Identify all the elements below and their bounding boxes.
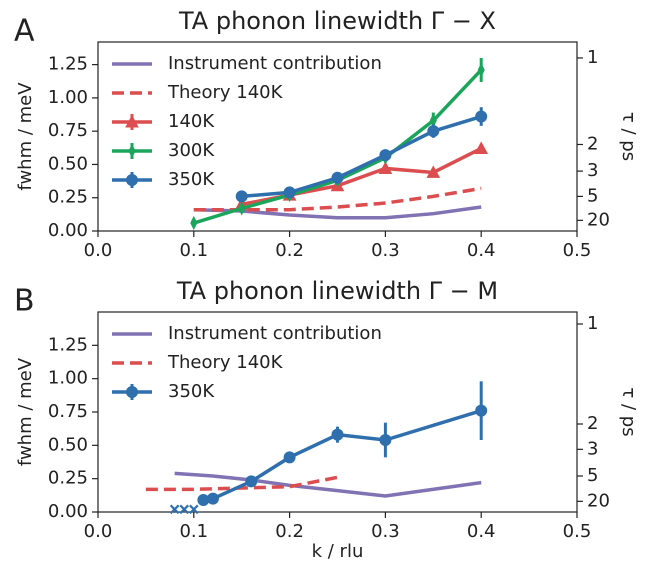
x-tick-label: 0.0 [84, 240, 113, 261]
x-tick-label: 0.0 [84, 521, 113, 542]
data-point [331, 428, 344, 441]
x-tick-label: 0.4 [467, 521, 496, 542]
legend-label: 350K [168, 381, 215, 402]
legend-swatch [128, 143, 136, 159]
legend-label: Instrument contribution [168, 53, 382, 74]
data-point [427, 125, 440, 138]
y-tick-label: 1.25 [48, 334, 88, 355]
legend-label: Theory 140K [167, 352, 284, 373]
y2-tick-label: 5 [587, 465, 598, 486]
x-tick-label: 0.3 [371, 521, 400, 542]
y2-tick-label: 2 [587, 413, 598, 434]
panel-label: B [14, 284, 35, 319]
y2-tick-label: 1 [587, 313, 598, 334]
y-tick-label: 0.75 [48, 401, 88, 422]
legend-swatch [125, 114, 139, 128]
y-tick-label: 0.00 [48, 220, 88, 241]
data-point [190, 215, 198, 231]
legend-swatch [126, 174, 138, 186]
series-line [145, 475, 338, 492]
x-tick-label: 0.1 [179, 521, 208, 542]
y-tick-label: 0.00 [48, 501, 88, 522]
data-point [378, 161, 393, 174]
data-point [179, 504, 189, 515]
data-point [477, 62, 485, 78]
y2-tick-label: 2 [587, 133, 598, 154]
x-tick-label: 0.4 [467, 240, 496, 261]
data-point [379, 149, 392, 162]
y-tick-label: 0.75 [48, 120, 88, 141]
y-tick-label: 0.25 [48, 468, 88, 489]
y2-tick-label: 1 [587, 47, 598, 68]
y2-axis-label: τ / ps [618, 387, 639, 436]
data-point [474, 141, 489, 154]
data-point [169, 504, 180, 515]
y2-tick-label: 3 [587, 160, 598, 181]
x-tick-label: 0.5 [563, 521, 592, 542]
y-tick-label: 0.25 [48, 187, 88, 208]
x-tick-label: 0.3 [371, 240, 400, 261]
data-point [245, 475, 258, 488]
data-point [238, 201, 246, 216]
data-point [475, 404, 488, 417]
data-point [206, 492, 219, 505]
y-tick-label: 0.50 [48, 434, 88, 455]
y-tick-label: 0.50 [48, 153, 88, 174]
chart-title: TA phonon linewidth Γ − M [176, 277, 498, 305]
series-line [241, 114, 482, 199]
legend-label: 140K [168, 111, 215, 132]
data-point [475, 110, 488, 123]
data-point [331, 171, 344, 184]
x-tick-label: 0.2 [275, 521, 304, 542]
y2-tick-label: 5 [587, 185, 598, 206]
legend-swatch [126, 386, 138, 398]
y-tick-label: 1.00 [48, 368, 88, 389]
x-tick-label: 0.1 [179, 240, 208, 261]
data-point [379, 434, 392, 446]
x-axis-label: k / rlu [312, 541, 364, 562]
data-point [283, 451, 296, 464]
panel-label: A [14, 14, 35, 49]
plot-frame [97, 41, 578, 232]
plot-frame [97, 311, 578, 513]
series-line [174, 471, 482, 498]
y-axis-label: fwhm / meV [15, 82, 36, 191]
data-point [283, 186, 296, 199]
y-tick-label: 1.00 [48, 87, 88, 108]
legend-label: Instrument contribution [168, 323, 382, 344]
data-point [235, 190, 248, 203]
data-point [189, 504, 199, 515]
y2-tick-label: 3 [587, 438, 598, 459]
data-point [426, 165, 441, 178]
y2-tick-label: 20 [587, 209, 610, 230]
y2-axis-label: τ / ps [618, 112, 639, 161]
legend-label: Theory 140K [167, 82, 284, 103]
x-tick-label: 0.5 [563, 240, 592, 261]
y-axis-label: fwhm / meV [15, 357, 36, 466]
legend-label: 300K [168, 140, 215, 161]
x-tick-label: 0.2 [275, 240, 304, 261]
chart-title: TA phonon linewidth Γ − X [178, 7, 496, 35]
legend-label: 350K [168, 169, 215, 190]
y-tick-label: 1.25 [48, 54, 88, 75]
y2-tick-label: 20 [587, 490, 610, 511]
